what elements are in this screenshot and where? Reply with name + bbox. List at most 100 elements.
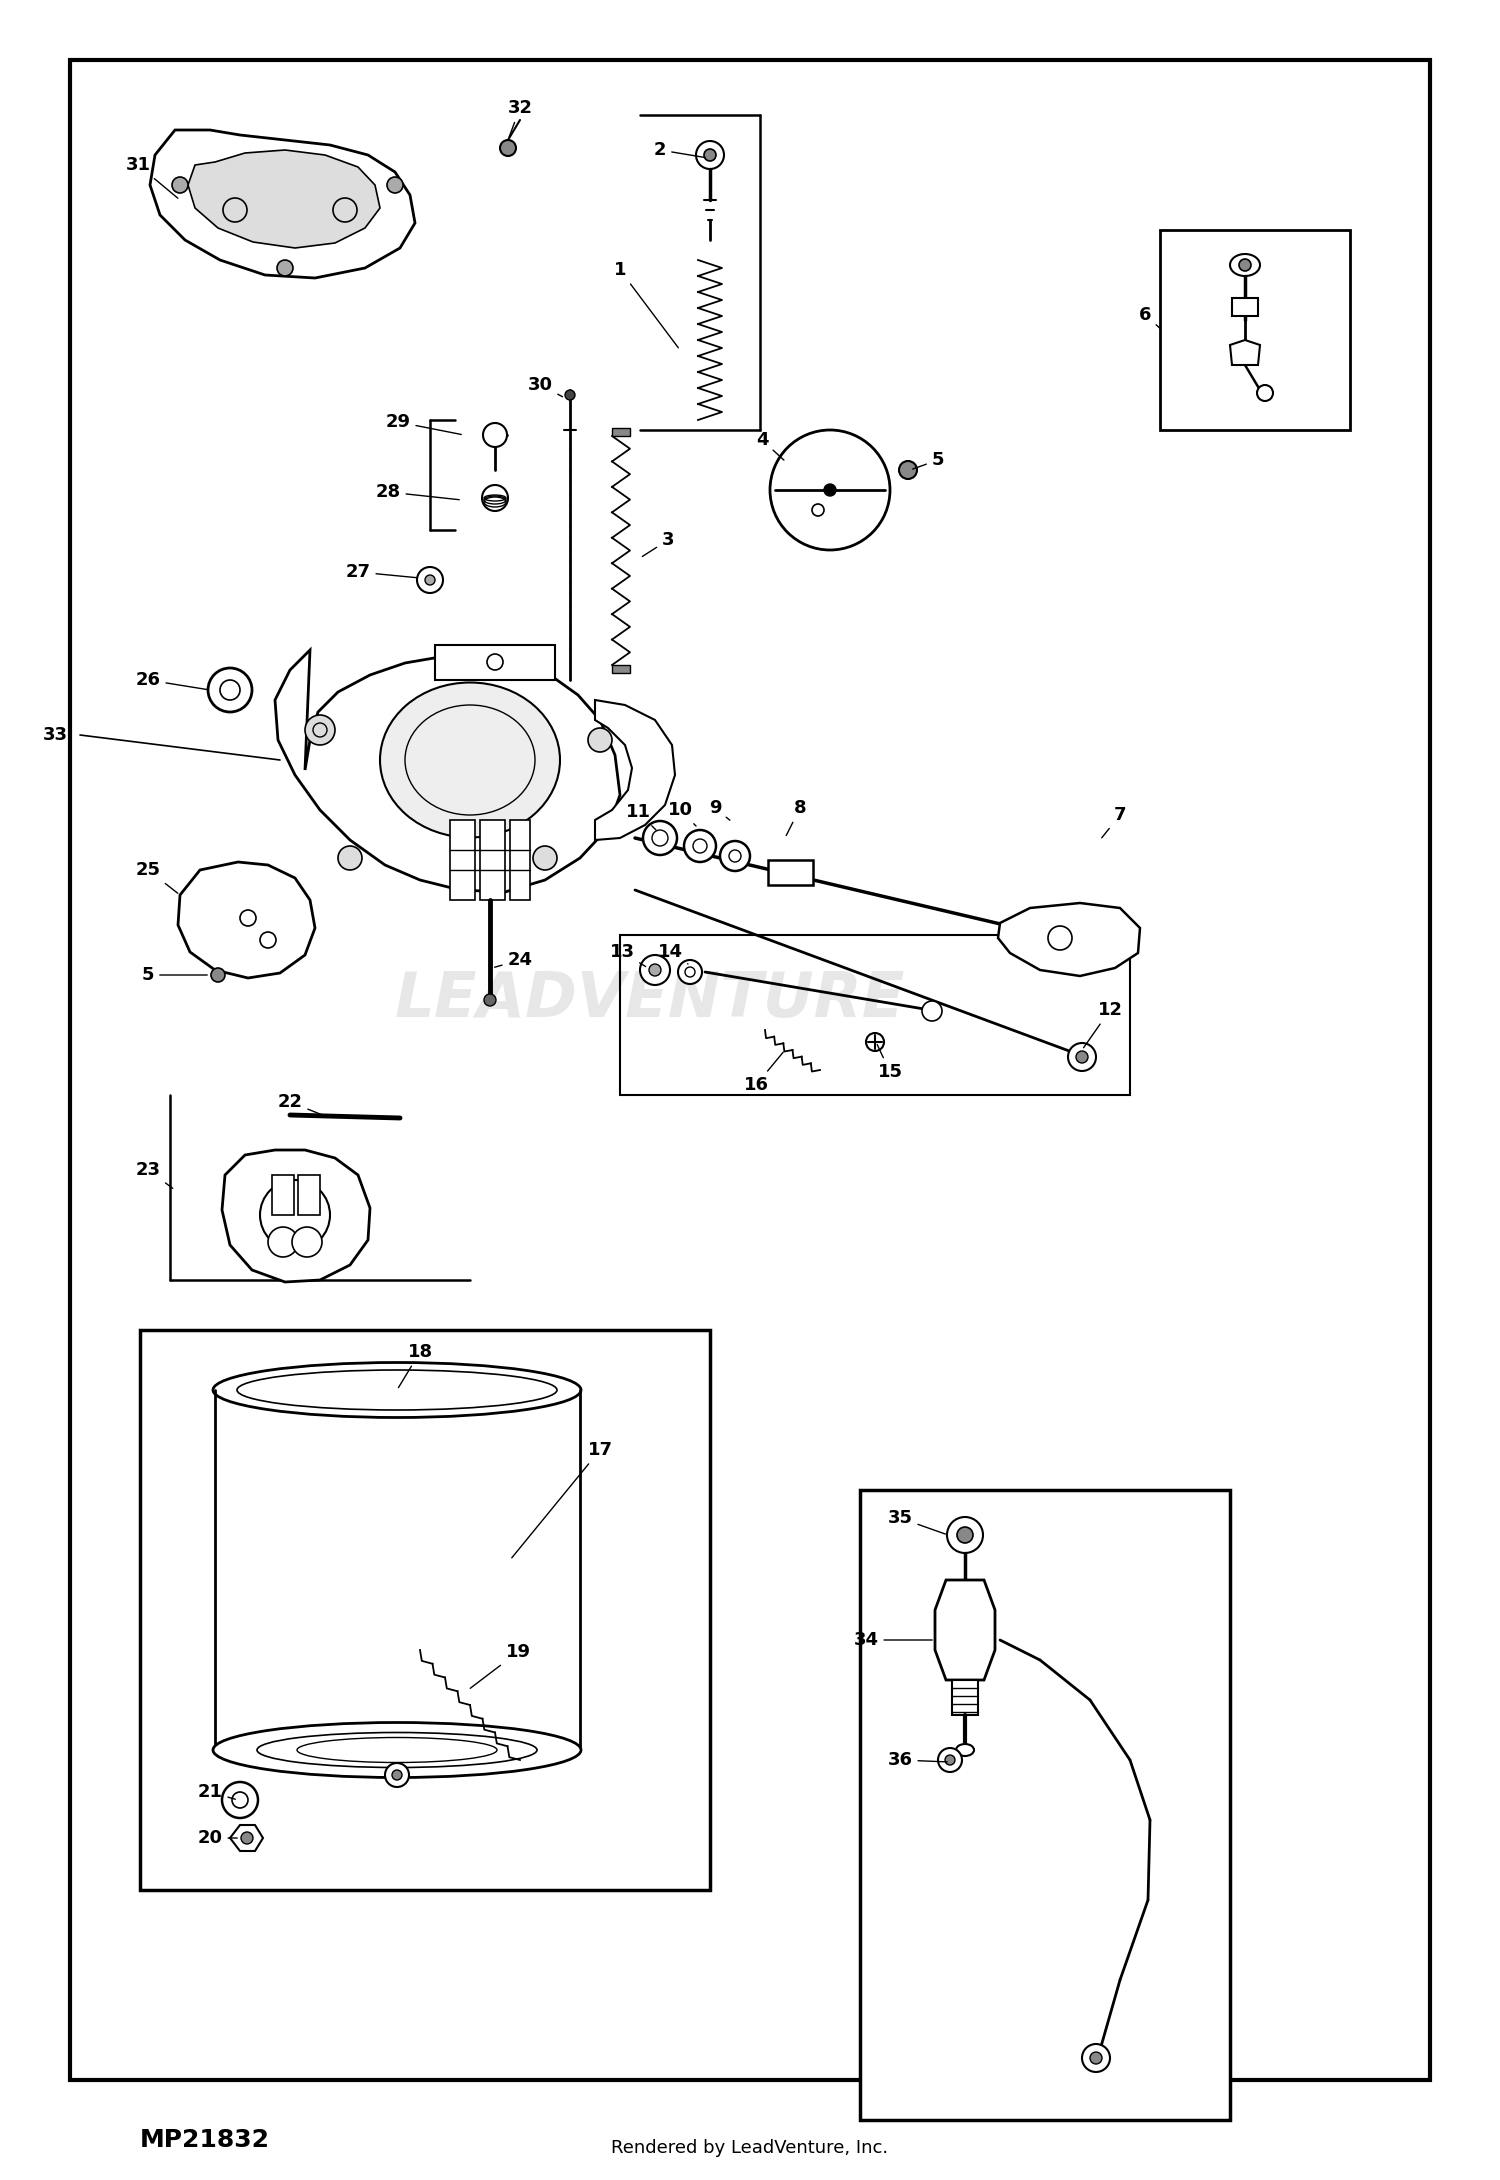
Text: 3: 3 xyxy=(642,532,675,556)
Text: 29: 29 xyxy=(386,412,462,434)
Text: 12: 12 xyxy=(1083,1001,1122,1049)
Text: 10: 10 xyxy=(668,800,696,826)
Circle shape xyxy=(532,846,556,870)
Text: 6: 6 xyxy=(1138,305,1160,329)
Bar xyxy=(140,1330,710,1890)
Polygon shape xyxy=(150,131,416,279)
Text: 21: 21 xyxy=(198,1783,236,1801)
Circle shape xyxy=(268,1227,298,1258)
Text: 22: 22 xyxy=(278,1092,322,1114)
Circle shape xyxy=(704,148,716,161)
Text: 25: 25 xyxy=(135,861,178,894)
Circle shape xyxy=(211,968,225,981)
Bar xyxy=(612,665,630,674)
Text: 2: 2 xyxy=(654,142,705,159)
Text: 9: 9 xyxy=(708,800,730,820)
Text: 15: 15 xyxy=(878,1044,903,1081)
Text: 36: 36 xyxy=(888,1751,946,1768)
Circle shape xyxy=(1082,2045,1110,2071)
Circle shape xyxy=(387,177,404,194)
Circle shape xyxy=(696,142,724,170)
Bar xyxy=(952,1681,978,1716)
Text: 16: 16 xyxy=(744,1053,783,1094)
Polygon shape xyxy=(998,903,1140,977)
Ellipse shape xyxy=(956,1744,974,1757)
Polygon shape xyxy=(188,150,380,249)
Bar xyxy=(272,1175,294,1214)
Circle shape xyxy=(720,841,750,872)
Circle shape xyxy=(588,728,612,752)
Circle shape xyxy=(650,964,662,977)
Text: 34: 34 xyxy=(853,1631,932,1648)
Circle shape xyxy=(209,667,252,713)
Circle shape xyxy=(242,1831,254,1844)
Text: 17: 17 xyxy=(512,1441,612,1559)
Text: MP21832: MP21832 xyxy=(140,2128,270,2152)
Text: 32: 32 xyxy=(507,98,532,137)
Circle shape xyxy=(1090,2051,1102,2064)
Circle shape xyxy=(424,576,435,584)
Circle shape xyxy=(392,1770,402,1781)
Text: Rendered by LeadVenture, Inc.: Rendered by LeadVenture, Inc. xyxy=(612,2139,888,2156)
Polygon shape xyxy=(1230,340,1260,364)
Circle shape xyxy=(386,1764,410,1788)
Polygon shape xyxy=(178,861,315,979)
Text: 7: 7 xyxy=(1101,807,1126,837)
Text: 33: 33 xyxy=(42,726,68,743)
Bar xyxy=(612,427,630,436)
Circle shape xyxy=(338,846,362,870)
Text: 31: 31 xyxy=(126,157,178,198)
Circle shape xyxy=(1239,259,1251,270)
Bar xyxy=(768,859,813,885)
Ellipse shape xyxy=(1230,255,1260,277)
Polygon shape xyxy=(934,1580,994,1681)
Circle shape xyxy=(946,1517,982,1552)
Circle shape xyxy=(922,1001,942,1020)
Bar xyxy=(435,645,555,680)
Circle shape xyxy=(1257,386,1274,401)
Polygon shape xyxy=(222,1151,370,1282)
Circle shape xyxy=(500,140,516,157)
Circle shape xyxy=(222,1781,258,1818)
Circle shape xyxy=(678,959,702,983)
Text: 5: 5 xyxy=(141,966,207,983)
Text: 13: 13 xyxy=(609,944,645,966)
Circle shape xyxy=(484,994,496,1005)
Polygon shape xyxy=(596,700,675,839)
Circle shape xyxy=(482,484,508,510)
Circle shape xyxy=(770,429,890,549)
Text: 28: 28 xyxy=(375,484,459,501)
Circle shape xyxy=(483,423,507,447)
Circle shape xyxy=(172,177,188,194)
Circle shape xyxy=(945,1755,956,1766)
Circle shape xyxy=(684,831,716,861)
Circle shape xyxy=(824,484,836,497)
Circle shape xyxy=(644,822,676,855)
Bar xyxy=(1232,299,1258,316)
Text: 14: 14 xyxy=(657,944,688,964)
Bar xyxy=(859,1489,1230,2119)
Text: 19: 19 xyxy=(470,1644,531,1687)
Bar xyxy=(298,1175,320,1214)
Text: 27: 27 xyxy=(345,562,417,582)
Circle shape xyxy=(417,567,442,593)
Bar xyxy=(480,820,506,900)
Circle shape xyxy=(1076,1051,1088,1064)
Text: 30: 30 xyxy=(528,375,562,397)
Ellipse shape xyxy=(213,1362,580,1417)
Circle shape xyxy=(957,1526,974,1543)
Polygon shape xyxy=(230,1825,262,1851)
Text: 18: 18 xyxy=(399,1343,432,1389)
Circle shape xyxy=(566,390,574,399)
Text: 8: 8 xyxy=(786,800,807,835)
Circle shape xyxy=(304,715,334,746)
Text: 5: 5 xyxy=(912,451,945,469)
Bar xyxy=(510,820,530,900)
Text: 4: 4 xyxy=(756,432,784,460)
Circle shape xyxy=(1068,1042,1096,1070)
Text: 1: 1 xyxy=(614,262,678,349)
Ellipse shape xyxy=(213,1722,580,1777)
Text: LEADVENTURE: LEADVENTURE xyxy=(394,970,904,1029)
Text: 20: 20 xyxy=(198,1829,237,1846)
Text: 11: 11 xyxy=(626,802,656,831)
